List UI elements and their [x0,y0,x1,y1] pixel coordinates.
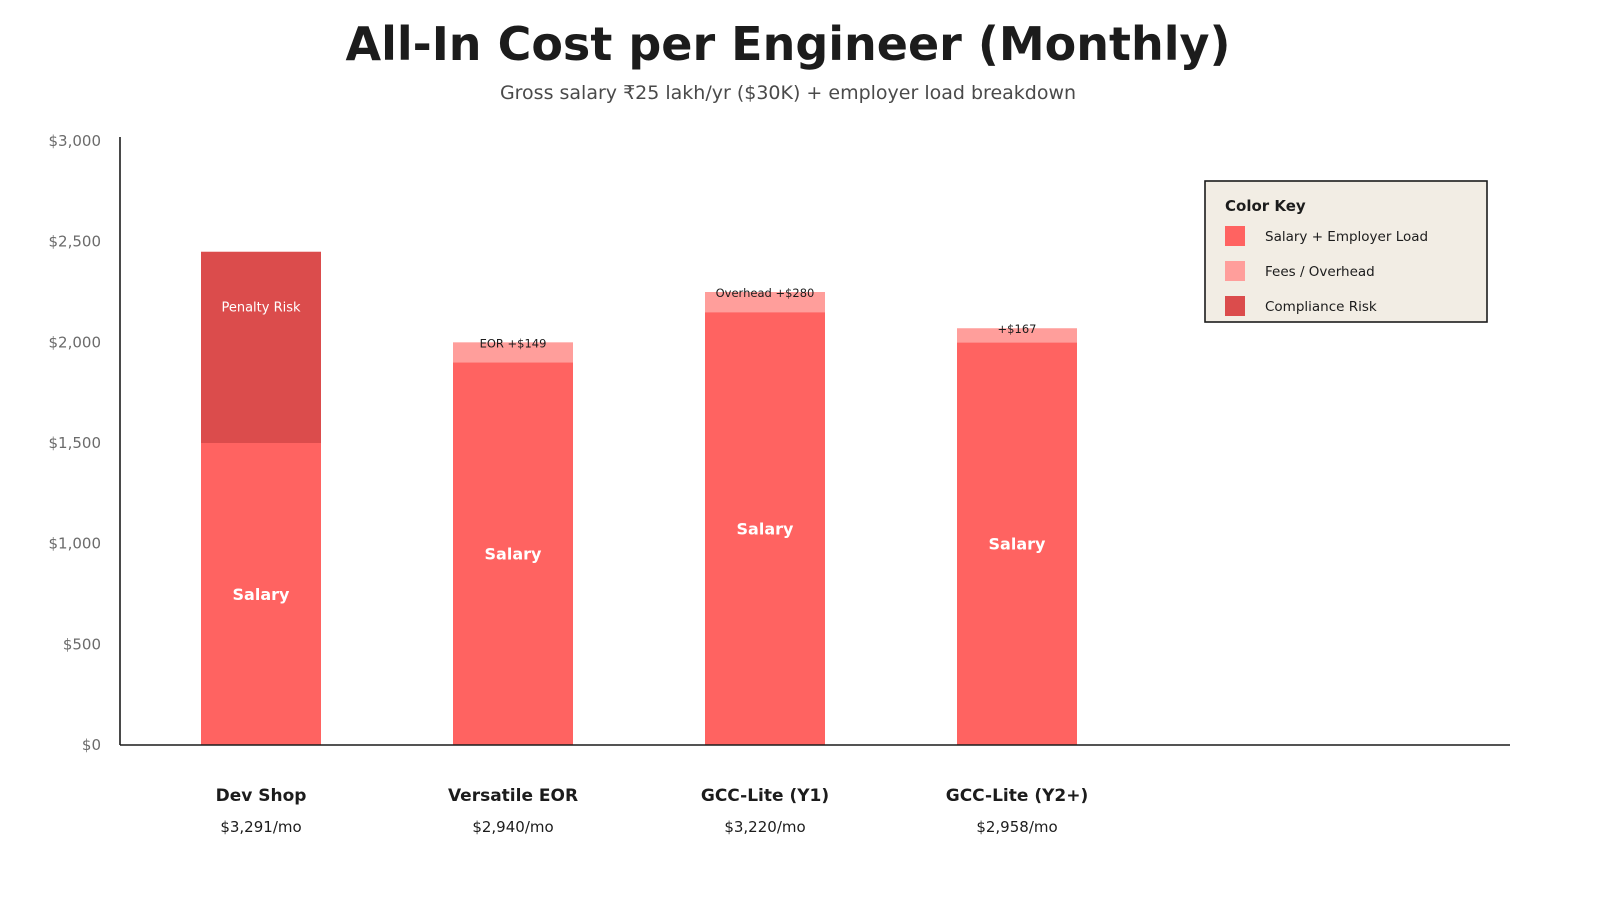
bar-segment-label: Penalty Risk [221,301,301,316]
category-label: Dev Shop [216,786,307,806]
category-total-label: $3,220/mo [724,818,805,836]
bar-segment [201,443,321,745]
bar-segment-label: Salary [989,535,1046,554]
legend-swatch [1225,226,1245,246]
y-tick-label: $1,000 [49,535,102,553]
legend-swatch [1225,296,1245,316]
bar-segment [705,292,825,313]
y-tick-label: $0 [82,736,101,754]
bar-segment-label: Overhead +$280 [716,286,815,300]
category-total-label: $2,940/mo [472,818,553,836]
y-tick-label: $2,500 [49,233,102,251]
y-tick-label: $2,000 [49,333,102,351]
bar-segment-label: Salary [233,585,290,604]
chart-subtitle: Gross salary ₹25 lakh/yr ($30K) + employ… [500,82,1076,104]
category-total-label: $3,291/mo [220,818,301,836]
legend-box [1204,180,1488,323]
axes: $0 $500 $1,000 $1,500 $2,000 $2,500 $3,000 Dev … [49,132,1510,836]
bar-segment [453,362,573,745]
bar-segment [957,328,1077,343]
bar-segment-label: Salary [737,520,794,539]
bar-segment-label: Salary [485,545,542,564]
category-label: GCC-Lite (Y2+) [946,786,1089,806]
y-tick-label: $1,500 [49,434,102,452]
legend-label: Fees / Overhead [1265,264,1375,280]
bar-segment [453,342,573,363]
legend: Color Key Salary + Employer Load Fees / O… [1204,180,1488,323]
legend-swatch [1225,261,1245,281]
category-label: GCC-Lite (Y1) [701,786,829,806]
y-tick-label: $500 [63,635,101,653]
category-total-label: $2,958/mo [976,818,1057,836]
legend-label: Compliance Risk [1265,299,1377,315]
bar-segment [957,342,1077,745]
y-tick-label: $3,000 [49,132,102,150]
category-label: Versatile EOR [448,786,578,806]
legend-label: Salary + Employer Load [1265,229,1428,245]
plot-area: Salary Penalty Risk Salary EOR +$149 Salary O… [201,251,1077,745]
bar-segment [201,251,321,443]
bar-segment-label: +$167 [998,322,1037,336]
chart-title: All-In Cost per Engineer (Monthly) [345,17,1230,71]
legend-title: Color Key [1225,197,1306,215]
bar-segment [705,312,825,745]
bar-segment-label: EOR +$149 [480,336,547,350]
